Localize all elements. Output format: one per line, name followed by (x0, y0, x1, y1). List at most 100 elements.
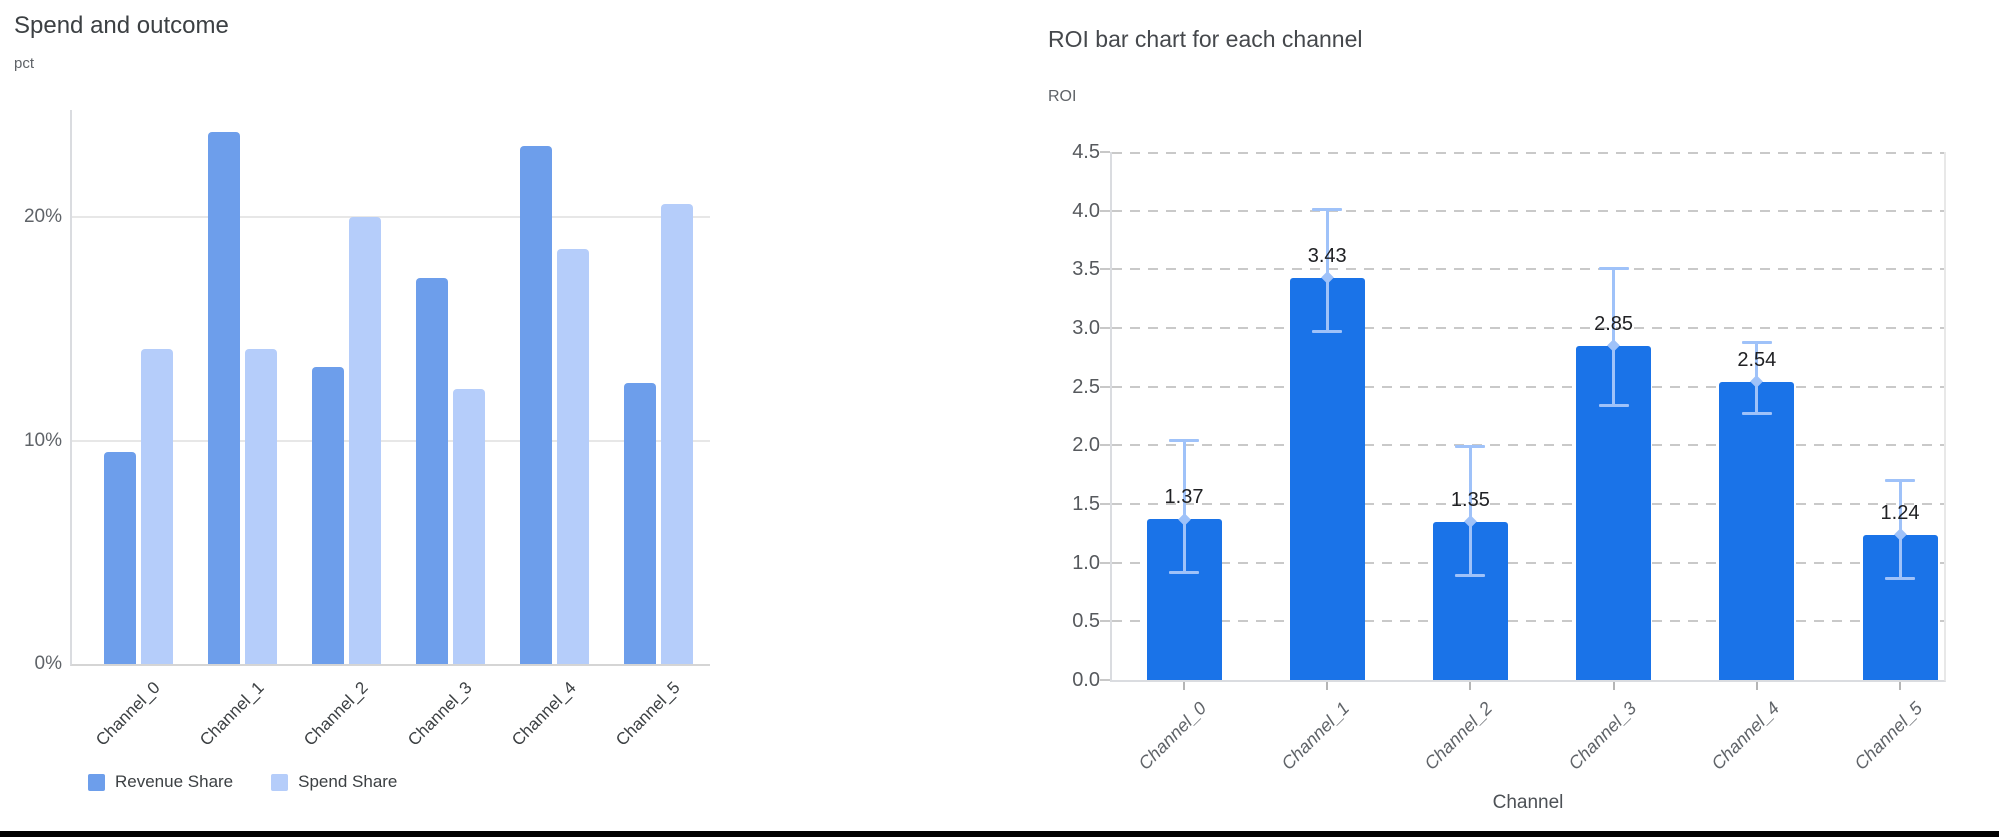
y-axis-tick-label: 3.5 (1072, 258, 1100, 281)
gridline (1112, 268, 1944, 271)
roi-bar-channel_4[interactable] (1719, 381, 1795, 680)
x-axis-tick-label: Channel_4 (1707, 698, 1783, 774)
y-axis-tick-mark (1100, 385, 1110, 388)
revenue-share-bar[interactable] (104, 451, 136, 664)
error-bar-cap-top (1741, 340, 1772, 344)
y-axis-tick-mark (1100, 268, 1110, 271)
x-axis-tick-label: Channel_2 (1420, 698, 1497, 774)
x-axis-tick-mark (1612, 682, 1615, 690)
bar-value-label: 3.43 (1307, 244, 1347, 267)
x-axis-tick-label: Channel_3 (1564, 698, 1640, 774)
error-bar (1325, 208, 1329, 333)
y-axis-tick-mark (1100, 561, 1110, 564)
spend-share-bar[interactable] (557, 248, 589, 664)
bar-group-channel_1 (208, 110, 277, 664)
gridline (72, 216, 710, 219)
x-axis-tick-mark (1183, 682, 1185, 690)
gridline (1112, 620, 1944, 623)
revenue-share-bar[interactable] (312, 366, 344, 664)
gridline (72, 439, 710, 442)
bar-group-channel_5 (624, 110, 693, 664)
error-bar-cap-bottom (1312, 329, 1343, 333)
y-axis-tick-label: 4.5 (1072, 141, 1100, 163)
gridline (1112, 561, 1944, 564)
error-bar-cap-top (1169, 439, 1199, 443)
error-bar-cap-bottom (1455, 573, 1486, 577)
spend-share-legend-label: Spend Share (298, 772, 398, 791)
spend-outcome-plot (70, 110, 710, 666)
gridline (1112, 444, 1944, 447)
error-bar-cap-top (1598, 266, 1629, 270)
x-axis-tick-label: Channel_0 (1134, 698, 1211, 774)
y-axis-tick-mark (1100, 327, 1110, 329)
gridline (1112, 209, 1944, 212)
error-bar (1612, 266, 1616, 407)
bar-value-label: 2.85 (1594, 312, 1634, 335)
bar-value-label: 2.54 (1737, 348, 1777, 371)
x-axis-tick-mark (1469, 682, 1472, 690)
error-bar (1468, 445, 1472, 577)
error-bar-cap-top (1455, 445, 1486, 449)
revenue-share-bar[interactable] (208, 132, 240, 664)
roi-bar-channel_1[interactable] (1289, 277, 1365, 680)
y-axis-tick-mark (1100, 209, 1110, 212)
revenue-share-bar[interactable] (520, 145, 552, 664)
y-axis-tick-label: 20% (23, 206, 62, 228)
y-axis-tick-mark (1100, 151, 1110, 153)
gridline (1112, 327, 1944, 329)
y-axis-tick-label: 1.5 (1072, 493, 1100, 515)
spend-share-bar[interactable] (141, 349, 173, 664)
roi-y-axis-title: ROI (1048, 88, 1077, 105)
bar-value-label: 1.24 (1880, 501, 1920, 524)
bar-value-label: 1.37 (1164, 486, 1204, 509)
x-axis-tick-mark (1755, 682, 1758, 690)
y-axis-tick-mark (1100, 503, 1110, 505)
spend-share-bar[interactable] (661, 203, 693, 664)
y-axis-tick-label: 1.0 (1072, 551, 1100, 574)
spend-outcome-chart-title: Spend and outcome (14, 12, 229, 39)
y-axis-tick-label: 0.0 (1072, 669, 1100, 691)
revenue-share-bar[interactable] (416, 277, 448, 664)
error-bar-cap-bottom (1741, 411, 1772, 415)
gridline (1112, 385, 1944, 388)
legend-item-spend-share[interactable]: Spend Share (271, 772, 397, 792)
gridline (1112, 152, 1944, 154)
y-axis-tick-mark (1100, 679, 1110, 681)
x-axis-tick-mark (1326, 682, 1329, 690)
error-bar (1182, 439, 1186, 575)
revenue-share-bar[interactable] (624, 382, 656, 664)
x-axis-tick-label: Channel_5 (1850, 698, 1927, 774)
y-axis-tick-mark (1100, 444, 1110, 447)
legend-item-revenue-share[interactable]: Revenue Share (88, 772, 233, 792)
spend-share-bar[interactable] (453, 389, 485, 664)
bar-value-label: 1.35 (1450, 488, 1490, 511)
bar-group-channel_0 (104, 110, 173, 664)
spend-share-bar[interactable] (349, 217, 381, 664)
error-bar-cap-top (1312, 208, 1343, 212)
error-bar-cap-bottom (1885, 577, 1915, 581)
y-axis-tick-label: 0.5 (1072, 610, 1100, 633)
revenue-share-swatch (88, 773, 105, 791)
y-axis-tick-label: 2.5 (1072, 375, 1100, 398)
y-axis-tick-label: 2.0 (1072, 434, 1100, 457)
gridline (1112, 503, 1944, 505)
window-bottom-edge (0, 831, 1999, 837)
revenue-share-legend-label: Revenue Share (115, 772, 234, 791)
roi-x-axis-title: Channel (1492, 792, 1564, 813)
bar-group-channel_3 (416, 110, 485, 664)
y-axis-tick-label: 10% (23, 429, 62, 451)
error-bar-cap-top (1885, 479, 1915, 483)
x-axis-tick-mark (1899, 682, 1901, 690)
spend-share-swatch (271, 773, 289, 791)
spend-share-bar[interactable] (245, 349, 277, 664)
y-axis-tick-label: 4.0 (1072, 199, 1100, 222)
spend-outcome-y-axis-title: pct (14, 55, 35, 72)
y-axis-tick-label: 0% (34, 653, 62, 674)
x-axis-tick-label: Channel_1 (1277, 698, 1354, 774)
roi-plot: 1.37 3.43 1.35 2.85 2.54 1.24 (1110, 152, 1946, 682)
y-axis-tick-label: 3.0 (1072, 317, 1100, 339)
error-bar-cap-bottom (1169, 571, 1199, 575)
